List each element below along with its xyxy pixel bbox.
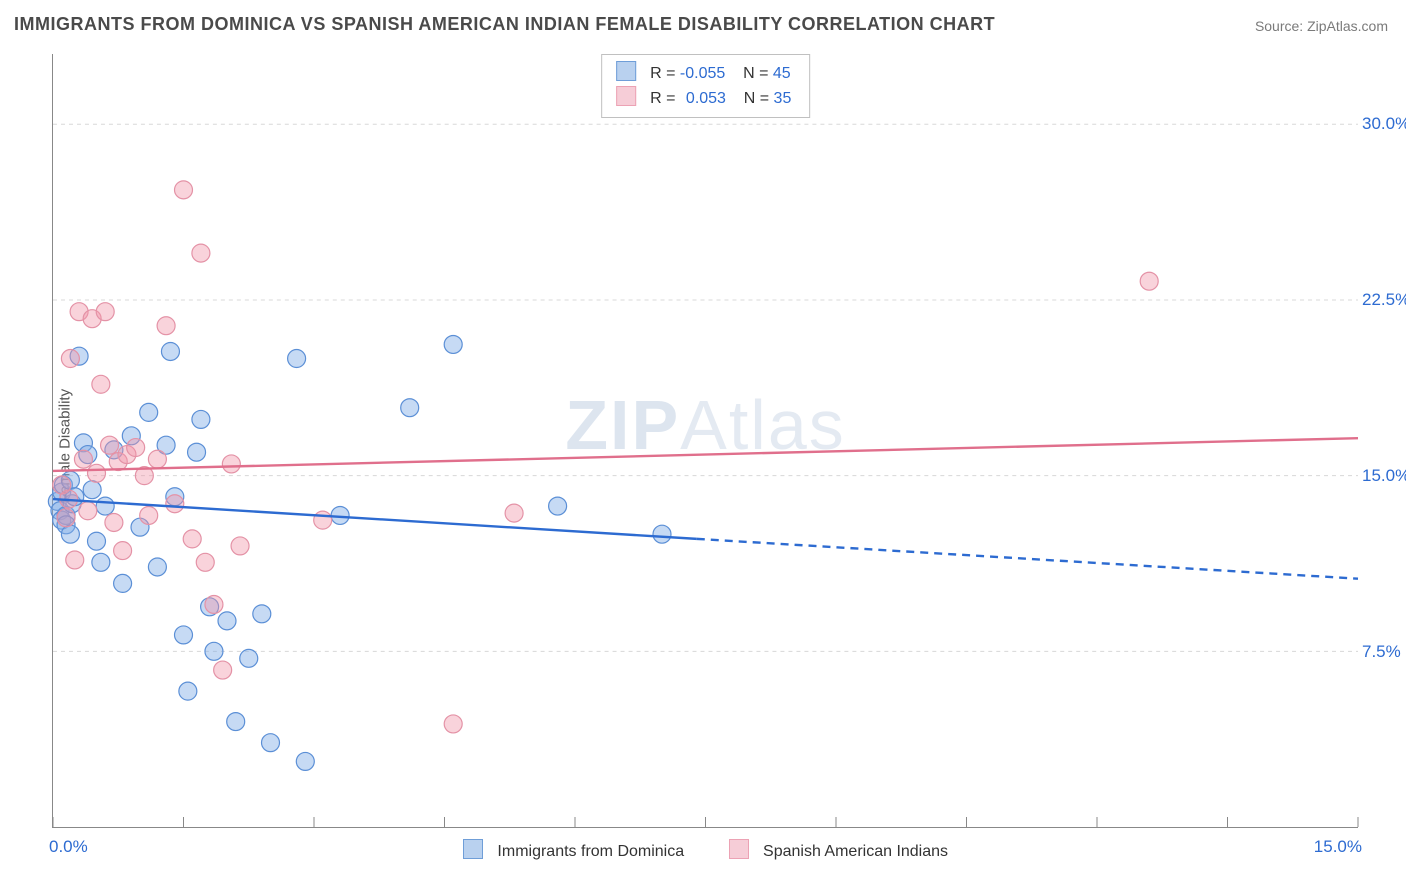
source-label: Source: ZipAtlas.com [1255,18,1388,34]
legend-N-label: N = [744,87,769,111]
chart-svg [53,54,1358,827]
y-tick-label: 15.0% [1362,466,1406,486]
legend-R-label: R = [650,62,675,86]
series-name-dominica: Immigrants from Dominica [497,843,684,860]
series-legend-item-dominica: Immigrants from Dominica [463,839,684,861]
legend-row-spanish: R = 0.053 N = 35 [616,86,792,111]
series-swatch-dominica [463,839,483,859]
legend-N-value-spanish: 35 [774,90,792,107]
legend-N-label: N = [743,62,768,86]
legend-swatch-spanish [616,86,636,106]
plot-area: ZIPAtlas R = -0.055 N = 45 R = 0.053 N =… [52,54,1358,828]
chart-title: IMMIGRANTS FROM DOMINICA VS SPANISH AMER… [14,14,995,35]
y-tick-label: 7.5% [1362,642,1406,662]
legend-R-label: R = [650,87,675,111]
legend-row-dominica: R = -0.055 N = 45 [616,61,792,86]
series-legend: Immigrants from Dominica Spanish America… [53,839,1358,861]
series-swatch-spanish [729,839,749,859]
legend-R-value-dominica: -0.055 [680,65,725,82]
legend-N-value-dominica: 45 [773,65,791,82]
legend-R-value-spanish: 0.053 [680,90,726,107]
series-name-spanish: Spanish American Indians [763,843,948,860]
y-tick-label: 30.0% [1362,114,1406,134]
y-tick-label: 22.5% [1362,290,1406,310]
correlation-legend: R = -0.055 N = 45 R = 0.053 N = 35 [601,54,811,118]
legend-swatch-dominica [616,61,636,81]
series-legend-item-spanish: Spanish American Indians [729,839,948,861]
